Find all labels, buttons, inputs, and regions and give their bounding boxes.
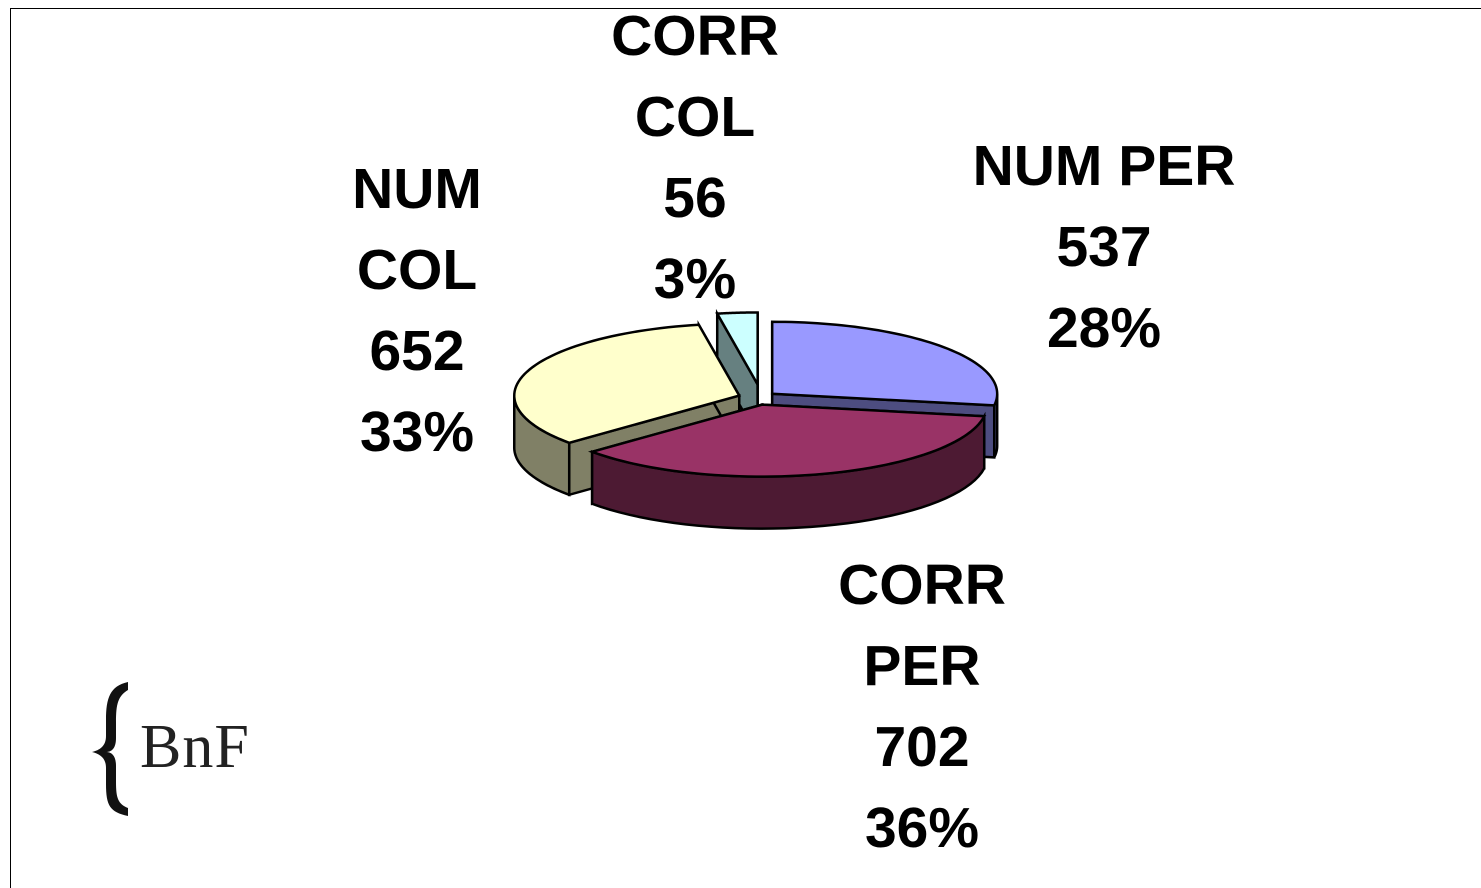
chart-frame: [10, 8, 1481, 888]
slice-label-line: PER: [863, 634, 980, 698]
slice-label-line: CORR: [611, 4, 779, 68]
slice-label-line: COL: [635, 85, 755, 149]
slice-label-line: 702: [874, 715, 969, 779]
bnf-logo: BnF: [88, 680, 288, 820]
slice-top: [587, 403, 987, 478]
slice-label: CORR PER 702 36%: [838, 553, 1006, 860]
slice-label-line: COL: [357, 238, 477, 302]
slice-label-line: 36%: [865, 796, 979, 860]
slice-top: [513, 323, 742, 445]
slice-label-line: 28%: [1047, 296, 1161, 360]
slice-label-line: 56: [663, 166, 726, 230]
pie-slice: [587, 402, 987, 530]
slice-label-line: NUM: [352, 157, 482, 221]
slice-label: CORR COL 56 3%: [611, 4, 779, 311]
pie-slices: [512, 308, 999, 530]
slice-label-line: CORR: [838, 553, 1006, 617]
brace-icon: [92, 682, 128, 816]
pie-labels: NUM PER 537 28% CORR PER 702 36% NUM COL 652 33% CO…: [352, 4, 1235, 860]
slice-label-line: 652: [369, 319, 464, 383]
slice-label-line: 3%: [654, 247, 736, 311]
bnf-logo-text: BnF: [140, 713, 250, 781]
slice-top: [770, 320, 999, 407]
slice-label: NUM PER 537 28%: [973, 134, 1236, 360]
slice-top: [715, 311, 759, 390]
slice-label: NUM COL 652 33%: [352, 157, 482, 464]
slice-label-line: 537: [1056, 215, 1151, 279]
pie-chart: NUM PER 537 28% CORR PER 702 36% NUM COL 652 33% CO…: [352, 4, 1235, 860]
slice-label-line: 33%: [360, 400, 474, 464]
slice-label-line: NUM PER: [973, 134, 1236, 198]
